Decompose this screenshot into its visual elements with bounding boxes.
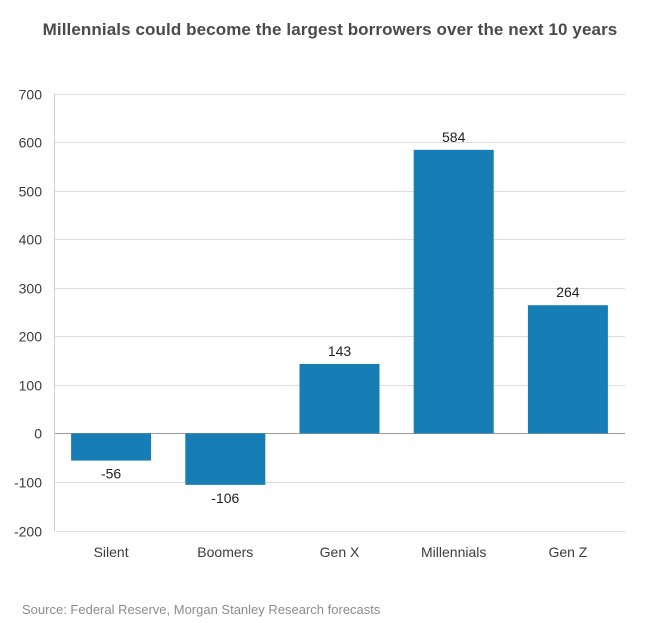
bar-chart: -200 -100 0 100 200 300 400 500 600 700 Silent Boo… <box>14 87 625 560</box>
x-axis-ticks: Silent Boomers Gen X Millennials Gen Z <box>94 544 588 560</box>
data-label: 143 <box>328 343 352 359</box>
x-tick-label: Millennials <box>421 544 486 560</box>
y-tick-label: 600 <box>19 135 43 151</box>
bar <box>413 149 494 434</box>
data-label: 264 <box>556 284 580 300</box>
data-label: -56 <box>101 466 121 482</box>
chart-title: Millennials could become the largest bor… <box>42 20 618 39</box>
bar <box>527 305 608 434</box>
data-label: -106 <box>211 490 239 506</box>
bar <box>299 363 380 434</box>
data-labels: -56 -106 143 584 264 <box>101 129 580 506</box>
y-tick-label: 0 <box>34 426 42 442</box>
bars <box>71 149 608 485</box>
x-tick-label: Silent <box>94 544 129 560</box>
y-tick-label: 700 <box>19 87 43 103</box>
x-tick-label: Boomers <box>197 544 253 560</box>
y-tick-label: -100 <box>14 475 42 491</box>
x-tick-label: Gen Z <box>548 544 587 560</box>
y-tick-label: 200 <box>19 329 43 345</box>
y-tick-label: 500 <box>19 184 43 200</box>
source-note: Source: Federal Reserve, Morgan Stanley … <box>22 602 381 617</box>
bar <box>71 433 152 461</box>
x-tick-label: Gen X <box>320 544 360 560</box>
y-tick-label: -200 <box>14 524 42 540</box>
y-tick-label: 100 <box>19 378 43 394</box>
data-label: 584 <box>442 129 466 145</box>
y-tick-label: 400 <box>19 232 43 248</box>
bar <box>185 433 266 485</box>
y-axis-ticks: -200 -100 0 100 200 300 400 500 600 700 <box>14 87 42 540</box>
y-tick-label: 300 <box>19 281 43 297</box>
